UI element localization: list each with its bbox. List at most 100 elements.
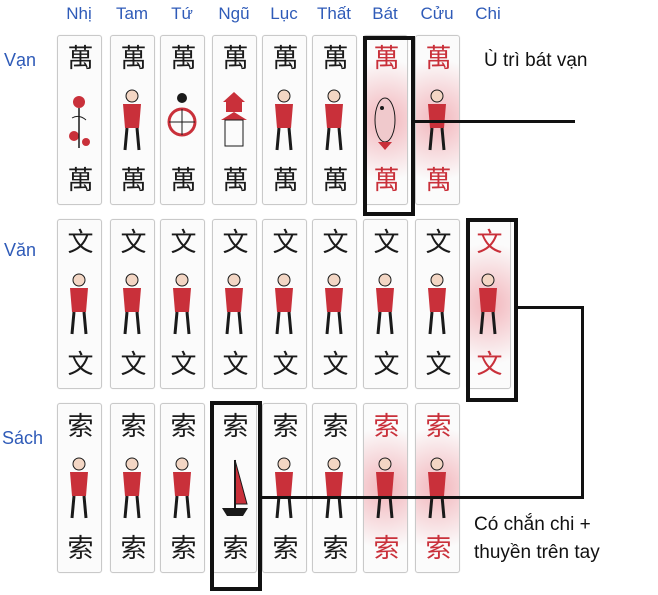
row-label-van: Vạn [4, 50, 37, 70]
card-bottom-glyph: 索 [170, 534, 196, 564]
plum-icon [64, 88, 95, 152]
figure-icon [64, 272, 95, 336]
figure-icon [319, 272, 350, 336]
figure-icon [64, 456, 95, 520]
card-top-glyph: 索 [67, 412, 93, 442]
card-2-7: 索索 [415, 403, 460, 573]
card-1-4: 文文 [262, 219, 307, 389]
card-bottom-glyph: 萬 [67, 166, 93, 196]
connector-line-top [415, 120, 575, 123]
card-bottom-glyph: 索 [425, 534, 451, 564]
card-bottom-glyph: 文 [170, 350, 196, 380]
card-bottom-glyph: 文 [425, 350, 451, 380]
card-top-glyph: 萬 [425, 44, 451, 74]
card-1-8: 文文 [466, 219, 511, 389]
row-label-van-2: Văn [4, 240, 37, 260]
card-top-glyph: 文 [120, 228, 146, 258]
card-top-glyph: 文 [222, 228, 248, 258]
figure-icon [422, 272, 453, 336]
card-top-glyph: 索 [170, 412, 196, 442]
figure-icon [219, 272, 250, 336]
connector-line-vertical [581, 306, 584, 498]
card-top-glyph: 萬 [322, 44, 348, 74]
card-top-glyph: 索 [222, 412, 248, 442]
card-top-glyph: 文 [373, 228, 399, 258]
chariot-icon [167, 88, 198, 152]
card-1-0: 文文 [57, 219, 102, 389]
card-1-3: 文文 [212, 219, 257, 389]
card-2-4: 索索 [262, 403, 307, 573]
card-bottom-glyph: 索 [67, 534, 93, 564]
highlight-chi-frame [466, 218, 518, 402]
card-bottom-glyph: 萬 [170, 166, 196, 196]
card-top-glyph: 萬 [373, 44, 399, 74]
column-header-6: Thất [316, 4, 352, 23]
card-2-6: 索索 [363, 403, 408, 573]
card-0-2: 萬萬 [160, 35, 205, 205]
card-0-4: 萬萬 [262, 35, 307, 205]
figure-icon [269, 88, 300, 152]
card-bottom-glyph: 索 [272, 534, 298, 564]
column-header-9: Chi [475, 4, 501, 23]
card-top-glyph: 文 [170, 228, 196, 258]
figure-icon [167, 456, 198, 520]
card-0-0: 萬萬 [57, 35, 102, 205]
card-1-7: 文文 [415, 219, 460, 389]
card-bottom-glyph: 萬 [120, 166, 146, 196]
card-top-glyph: 索 [322, 412, 348, 442]
fish-icon [370, 88, 401, 152]
figure-icon [117, 88, 148, 152]
figure-icon [370, 456, 401, 520]
highlight-bat-van-frame [363, 36, 415, 216]
connector-line-chi [518, 306, 584, 309]
card-bottom-glyph: 索 [322, 534, 348, 564]
figure-icon [117, 456, 148, 520]
card-2-5: 索索 [312, 403, 357, 573]
card-top-glyph: 文 [425, 228, 451, 258]
card-bottom-glyph: 萬 [272, 166, 298, 196]
figure-icon [370, 272, 401, 336]
row-label-sach: Sách [2, 428, 44, 448]
pagoda-icon [219, 88, 250, 152]
card-1-1: 文文 [110, 219, 155, 389]
card-top-glyph: 萬 [222, 44, 248, 74]
card-bottom-glyph: 萬 [373, 166, 399, 196]
card-bottom-glyph: 索 [222, 534, 248, 564]
note-chan-chi-line2: thuyền trên tay [474, 542, 600, 563]
card-bottom-glyph: 文 [120, 350, 146, 380]
card-2-3: 索索 [212, 403, 257, 573]
figure-icon [269, 456, 300, 520]
figure-icon [269, 272, 300, 336]
card-bottom-glyph: 索 [120, 534, 146, 564]
column-header-3: Tứ [171, 4, 193, 23]
card-1-5: 文文 [312, 219, 357, 389]
card-top-glyph: 索 [373, 412, 399, 442]
card-top-glyph: 萬 [272, 44, 298, 74]
figure-icon [473, 272, 504, 336]
card-bottom-glyph: 萬 [222, 166, 248, 196]
card-bottom-glyph: 萬 [425, 166, 451, 196]
card-top-glyph: 索 [425, 412, 451, 442]
card-bottom-glyph: 文 [476, 350, 502, 380]
column-header-7: Bát [372, 4, 398, 23]
highlight-boat-frame [210, 401, 262, 591]
card-bottom-glyph: 文 [322, 350, 348, 380]
card-top-glyph: 文 [67, 228, 93, 258]
column-header-8: Cửu [420, 4, 454, 23]
card-bottom-glyph: 文 [373, 350, 399, 380]
card-2-0: 索索 [57, 403, 102, 573]
card-top-glyph: 索 [272, 412, 298, 442]
card-bottom-glyph: 文 [222, 350, 248, 380]
card-top-glyph: 萬 [170, 44, 196, 74]
figure-icon [422, 456, 453, 520]
card-top-glyph: 索 [120, 412, 146, 442]
figure-icon [117, 272, 148, 336]
card-1-2: 文文 [160, 219, 205, 389]
figure-icon [167, 272, 198, 336]
figure-icon [319, 88, 350, 152]
card-0-1: 萬萬 [110, 35, 155, 205]
card-bottom-glyph: 文 [272, 350, 298, 380]
card-top-glyph: 萬 [67, 44, 93, 74]
column-header-1: Nhị [66, 4, 92, 23]
note-chan-chi-line1: Có chắn chi + [474, 514, 591, 535]
